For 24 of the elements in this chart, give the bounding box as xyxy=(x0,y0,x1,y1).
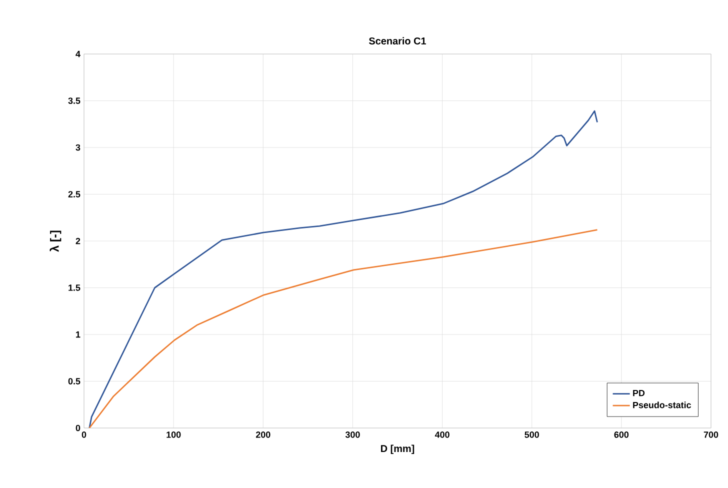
x-tick-label: 500 xyxy=(524,432,539,438)
y-tick-label: 4 xyxy=(76,50,80,58)
x-tick-label: 700 xyxy=(704,432,718,438)
y-tick-label: 1 xyxy=(76,331,80,338)
y-axis-title: λ [-] xyxy=(50,230,62,252)
x-tick-label: 100 xyxy=(166,432,181,438)
legend-label: Pseudo-static xyxy=(633,402,692,408)
chart-title: Scenario C1 xyxy=(368,37,426,44)
x-tick-label: 600 xyxy=(614,432,629,438)
y-tick-label: 2 xyxy=(76,238,80,244)
x-tick-label: 300 xyxy=(345,432,360,438)
y-tick-label: 3 xyxy=(76,144,80,151)
y-tick-label: 1.5 xyxy=(68,284,80,291)
x-tick-label: 200 xyxy=(256,432,270,438)
legend-label: PD xyxy=(633,390,645,396)
line-series xyxy=(88,110,598,428)
x-tick-label: 400 xyxy=(434,432,450,438)
y-tick-label: 2.5 xyxy=(68,191,80,198)
x-axis-title: D [mm] xyxy=(381,444,414,454)
y-tick-label: 0.5 xyxy=(68,378,80,384)
line-series xyxy=(88,229,598,428)
y-tick-label: 3.5 xyxy=(68,98,80,104)
x-tick-label: 0 xyxy=(82,432,86,438)
y-tick-label: 0 xyxy=(76,424,80,432)
